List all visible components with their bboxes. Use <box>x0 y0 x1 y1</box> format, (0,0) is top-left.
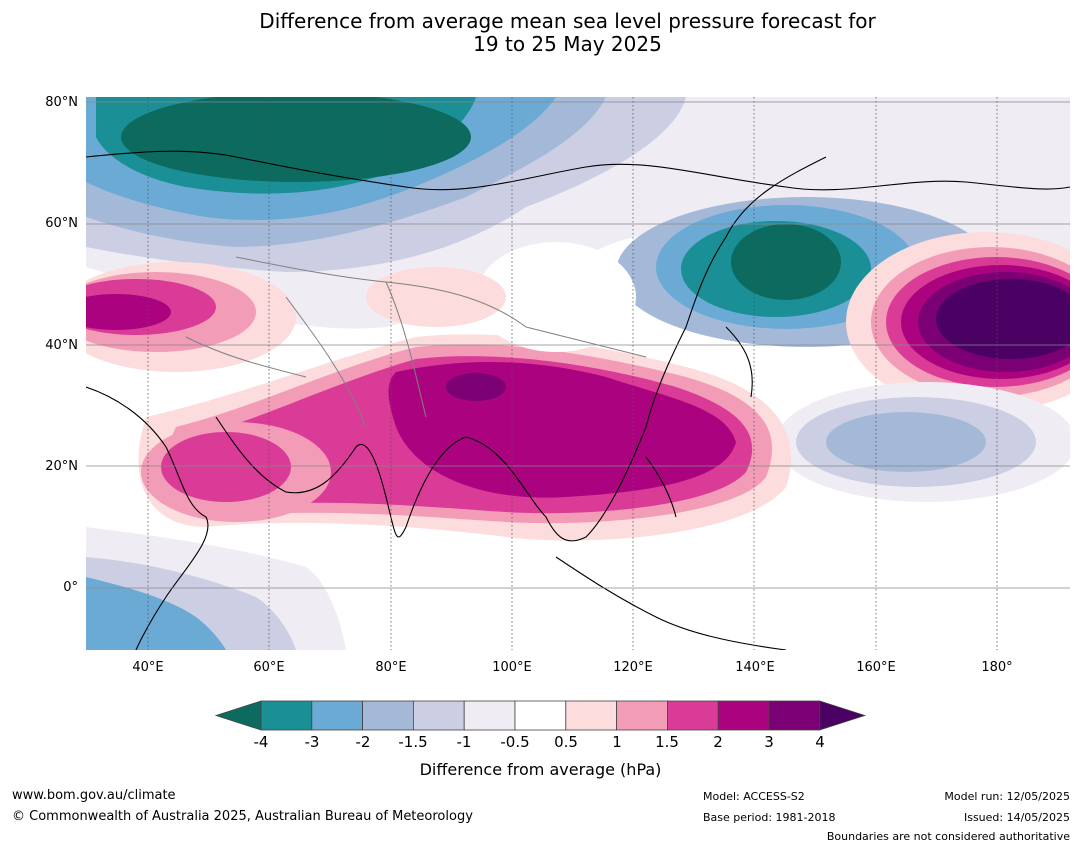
east-low-core <box>731 224 841 300</box>
lat-label-60n: 60°N <box>45 216 78 231</box>
colorbar-tick-label: 4 <box>815 733 825 751</box>
title-line-2: 19 to 25 May 2025 <box>473 32 662 56</box>
lat-label-equator: 0° <box>63 580 78 595</box>
pacific-high-core <box>936 279 1070 359</box>
mideast-high-4 <box>86 294 171 330</box>
colorbar-max-arrow <box>819 700 867 731</box>
coastlines <box>86 150 1070 650</box>
lat-label-80n: 80°N <box>45 95 78 110</box>
north-low-core <box>121 97 471 182</box>
colorbar-label: Difference from average (hPa) <box>419 760 662 779</box>
lon-label-120e: 120°E <box>613 660 653 675</box>
central-asia-light <box>366 267 506 327</box>
arabia-high-2 <box>161 432 291 502</box>
issued-text: Issued: 14/05/2025 <box>963 811 1070 824</box>
colorbar-segment <box>667 700 719 731</box>
lat-label-40n: 40°N <box>45 338 78 353</box>
lon-label-180: 180° <box>981 660 1013 675</box>
colorbar-segment <box>412 700 465 731</box>
colorbar-tick-label: 1.5 <box>655 733 679 751</box>
lon-label-80e: 80°E <box>375 660 407 675</box>
lon-label-60e: 60°E <box>253 660 285 675</box>
colorbar-tick-label: -1.5 <box>398 733 428 751</box>
colorbar-segment <box>514 700 567 731</box>
colorbar-tick-label: -3 <box>304 733 320 751</box>
wpac-low-3 <box>826 412 986 472</box>
website-text: www.bom.gov.au/climate <box>12 788 176 803</box>
colorbar-min-arrow <box>214 700 262 731</box>
model-run-text: Model run: 12/05/2025 <box>944 790 1070 803</box>
colorbar-segment <box>717 700 770 731</box>
colorbar-segment <box>311 700 363 731</box>
lon-label-40e: 40°E <box>132 660 164 675</box>
base-period-text: Base period: 1981-2018 <box>703 811 836 824</box>
colorbar-tick-label: -2 <box>355 733 371 751</box>
colorbar-tick-label: 2 <box>713 733 723 751</box>
model-text: Model: ACCESS-S2 <box>703 790 805 803</box>
colorbar-segment <box>768 700 821 731</box>
map-title: Difference from average mean sea level p… <box>0 10 1081 56</box>
colorbar-segment <box>565 700 617 731</box>
colorbar-tick-label: 3 <box>764 733 774 751</box>
boundaries-note: Boundaries are not considered authoritat… <box>826 830 1070 843</box>
lat-label-20n: 20°N <box>45 459 78 474</box>
lon-label-160e: 160°E <box>856 660 896 675</box>
colorbar-tick-label: -4 <box>253 733 269 751</box>
gridlines <box>86 101 1070 589</box>
colorbar-segment <box>616 700 668 731</box>
colorbar-tick-label: 0.5 <box>554 733 578 751</box>
colorbar-segment <box>463 700 516 731</box>
colorbar-tick-label: 1 <box>612 733 622 751</box>
tibet-high-core <box>446 373 506 401</box>
colorbar-segment <box>362 700 414 731</box>
central-asia-neutral <box>476 242 636 352</box>
meridians <box>147 97 998 650</box>
pressure-anomaly-map <box>86 97 1070 650</box>
colorbar-tick-label: -1 <box>456 733 472 751</box>
lon-label-100e: 100°E <box>492 660 532 675</box>
lon-label-140e: 140°E <box>735 660 775 675</box>
colorbar-tick-label: -0.5 <box>500 733 530 751</box>
colorbar-segment <box>260 700 313 731</box>
title-line-1: Difference from average mean sea level p… <box>259 9 876 33</box>
copyright-text: © Commonwealth of Australia 2025, Austra… <box>12 809 473 824</box>
anomaly-contours <box>86 97 1070 650</box>
